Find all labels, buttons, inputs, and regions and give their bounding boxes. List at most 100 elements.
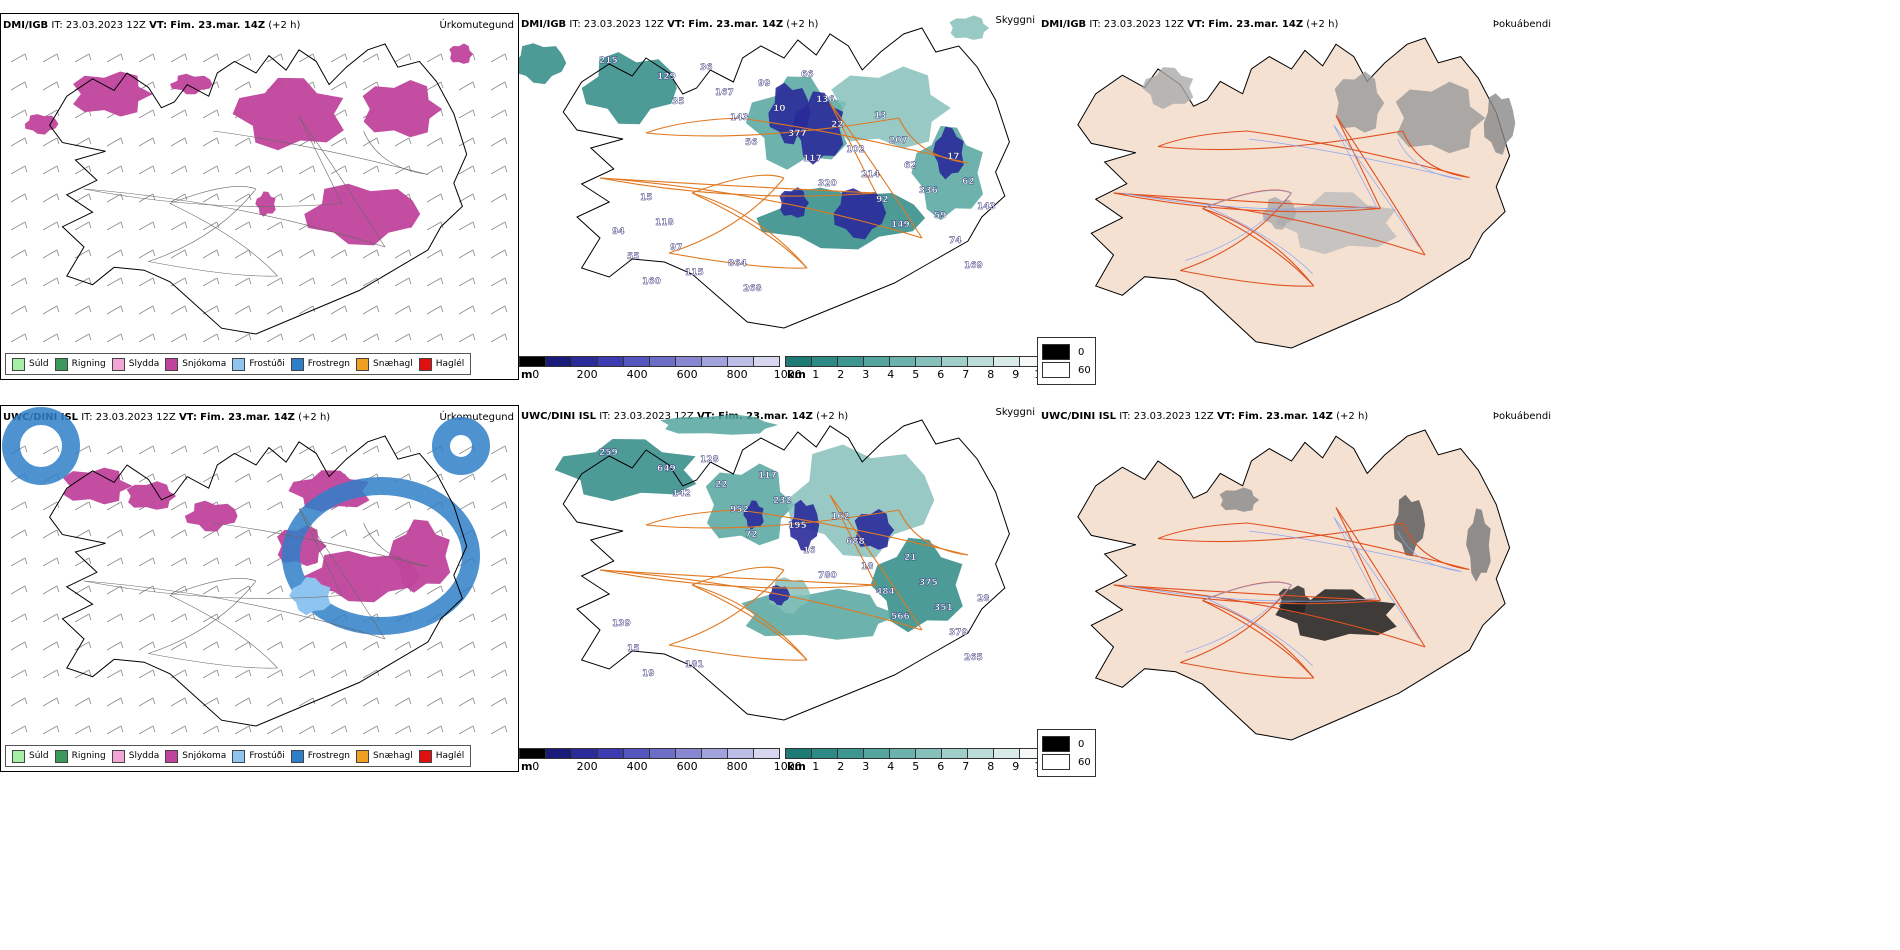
legend-label: Haglél (435, 751, 465, 761)
fog-indicator-area (1262, 196, 1297, 230)
wind-barb-flag (408, 669, 412, 677)
wind-barb (426, 669, 444, 679)
wind-barb-shaft (138, 445, 154, 455)
wind-barb-flag (504, 305, 508, 313)
ceiling-value-label: 167 (715, 88, 734, 98)
snow-area (62, 467, 133, 505)
wind-barb-flag (280, 725, 284, 733)
fog-swatch-high (1042, 754, 1070, 770)
wind-barb (138, 557, 156, 567)
wind-barb-shaft (170, 109, 186, 119)
wind-barb-shaft (298, 641, 314, 651)
colorbar-unit: m (521, 368, 533, 380)
wind-barb-flag (184, 473, 188, 481)
ceiling-value-label: 16 (803, 546, 816, 556)
wind-barb-shaft (170, 221, 186, 231)
wind-barb-flag (312, 277, 316, 285)
wind-barb (202, 53, 220, 63)
colorbar-tick: 5 (912, 760, 920, 772)
path (1121, 584, 1377, 602)
wind-barb-shaft (202, 333, 218, 343)
wind-barb-flag (248, 53, 252, 61)
wind-barb-shaft (426, 333, 442, 343)
wind-barb (234, 473, 252, 483)
wind-barb-flag (472, 501, 476, 509)
path (1206, 598, 1313, 667)
wind-barb (42, 641, 60, 651)
colorbar-segment (571, 356, 597, 367)
ceiling-value-label: 128 (700, 455, 719, 465)
wind-barb-shaft (138, 53, 154, 63)
wind-barb (202, 585, 220, 595)
wind-barb-flag (24, 109, 28, 117)
low-visibility-area (581, 52, 677, 125)
wind-barb-shaft (170, 529, 186, 539)
path (1202, 599, 1315, 679)
visibility-panel-top: DMI/IGB IT: 23.03.2023 12Z VT: Fim. 23.m… (519, 13, 1039, 380)
wind-barb-shaft (74, 669, 90, 679)
legend-item: Frostregn (290, 357, 350, 371)
wind-barb (138, 53, 156, 63)
colorbar-tick: 200 (576, 368, 598, 380)
wind-barb-flag (440, 277, 444, 285)
coastline (49, 43, 468, 335)
wind-barb-flag (56, 725, 60, 733)
wind-barb (42, 277, 60, 287)
land-area (1077, 37, 1511, 349)
wind-barb-shaft (10, 137, 26, 147)
wind-barb-flag (152, 277, 156, 285)
fog-map (1077, 37, 1516, 349)
wind-barb-flag (504, 613, 508, 621)
wind-barb (106, 501, 124, 511)
wind-barb (330, 165, 348, 175)
wind-barb (458, 81, 476, 91)
wind-barb (394, 249, 412, 259)
ceiling-value-label: 143 (730, 113, 749, 123)
ceiling-value-label: 215 (599, 56, 618, 66)
wind-barb (42, 557, 60, 567)
snow-area (255, 191, 276, 217)
wind-barb-flag (24, 137, 28, 145)
wind-barb-shaft (266, 641, 282, 651)
wind-barb-shaft (234, 333, 250, 343)
path (599, 569, 877, 586)
snow-area (304, 183, 421, 246)
wind-barb-shaft (138, 193, 154, 203)
ceiling-value-label: 268 (743, 284, 762, 294)
wind-barb-shaft (234, 305, 250, 315)
ceiling-value-label: 375 (919, 578, 938, 588)
wind-barb-flag (88, 221, 92, 229)
wind-barb (490, 641, 508, 651)
path (1157, 130, 1403, 151)
wind-barb-shaft (74, 557, 90, 567)
low-visibility-area (519, 43, 567, 85)
fog-indicator-area (1393, 494, 1426, 557)
ceiling-value-label: 688 (846, 537, 865, 547)
fog-indicator-area (1395, 81, 1486, 154)
snow-area (170, 73, 213, 95)
wind-barb-shaft (106, 697, 122, 707)
wind-barb-shaft (234, 585, 250, 595)
wind-barb-shaft (362, 81, 378, 91)
low-ceiling-area (932, 126, 964, 180)
fog-indicator-area (1219, 487, 1260, 512)
wind-barb (170, 557, 188, 567)
wind-barb-flag (440, 697, 444, 705)
wind-barb-shaft (202, 725, 218, 735)
wind-barb (106, 221, 124, 231)
wind-barb-flag (216, 697, 220, 705)
wind-barb-shaft (10, 501, 26, 511)
wind-barb-flag (280, 53, 284, 61)
wind-barb (458, 109, 476, 119)
wind-barb (330, 249, 348, 259)
wind-barb-flag (248, 585, 252, 593)
wind-barb (298, 277, 316, 287)
wind-barb-shaft (266, 557, 282, 567)
wind-barb (42, 613, 60, 623)
colorbar-segment (545, 356, 571, 367)
wind-barb-shaft (138, 221, 154, 231)
colorbar-tick: 9 (1012, 368, 1020, 380)
path (1402, 130, 1470, 179)
wind-barb-flag (120, 445, 124, 453)
wind-barb-flag (248, 193, 252, 201)
